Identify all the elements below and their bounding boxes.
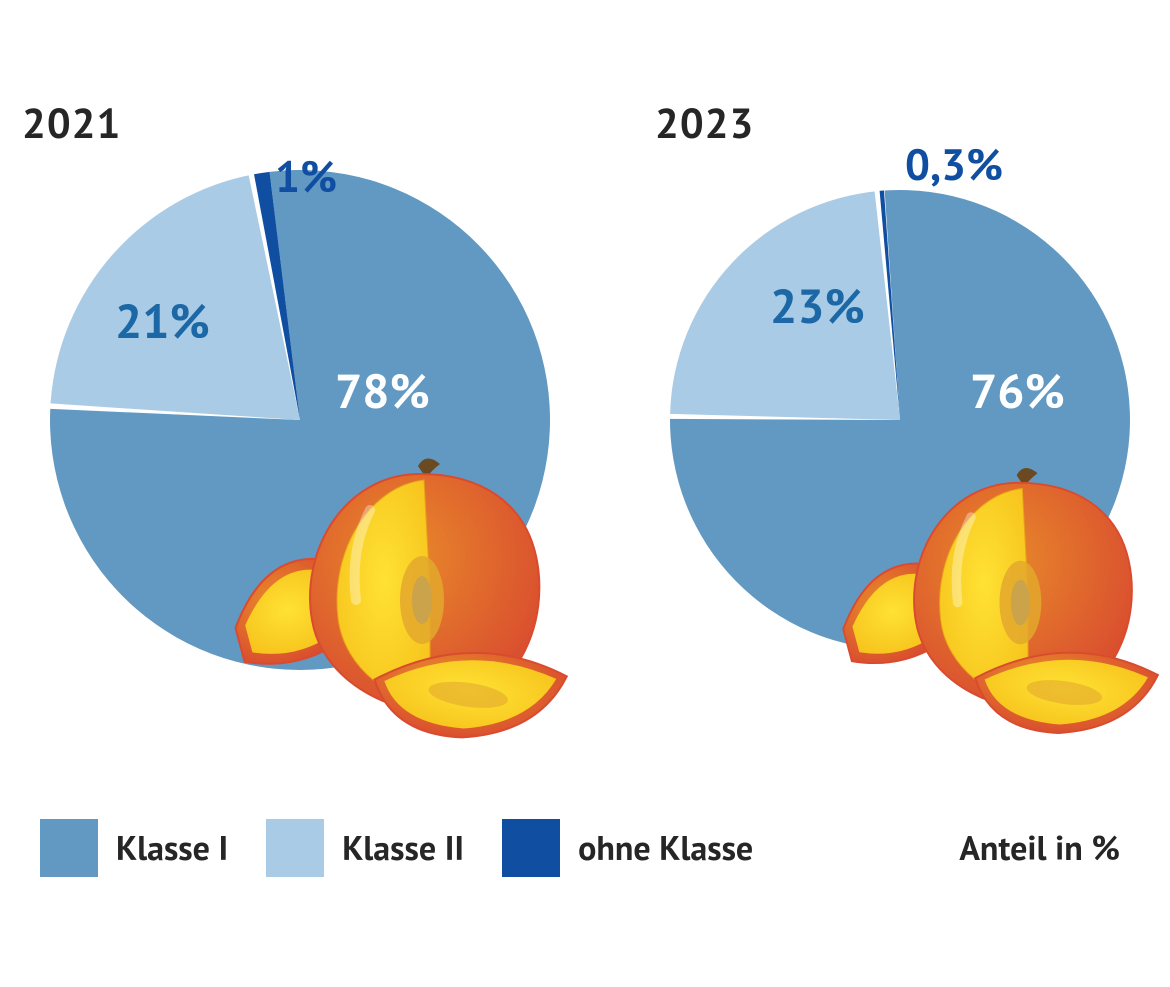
- legend-item-klasse2: Klasse II: [266, 819, 464, 877]
- legend-item-klasse1: Klasse I: [40, 819, 228, 877]
- legend-label: Klasse I: [116, 826, 228, 870]
- legend-label: ohne Klasse: [578, 826, 753, 870]
- legend-caption: Anteil in %: [959, 826, 1120, 870]
- legend-item-ohne: ohne Klasse: [502, 819, 753, 877]
- legend-swatch: [502, 819, 560, 877]
- legend: Klasse I Klasse II ohne Klasse Anteil in %: [0, 819, 1170, 877]
- fruit-illustration: [800, 460, 1170, 750]
- legend-swatch: [266, 819, 324, 877]
- legend-swatch: [40, 819, 98, 877]
- slice-label-ohne: 0,3%: [905, 136, 1003, 193]
- legend-label: Klasse II: [342, 826, 464, 870]
- slice-label-klasse1: 76%: [970, 360, 1065, 422]
- slice-label-klasse2: 23%: [770, 275, 865, 337]
